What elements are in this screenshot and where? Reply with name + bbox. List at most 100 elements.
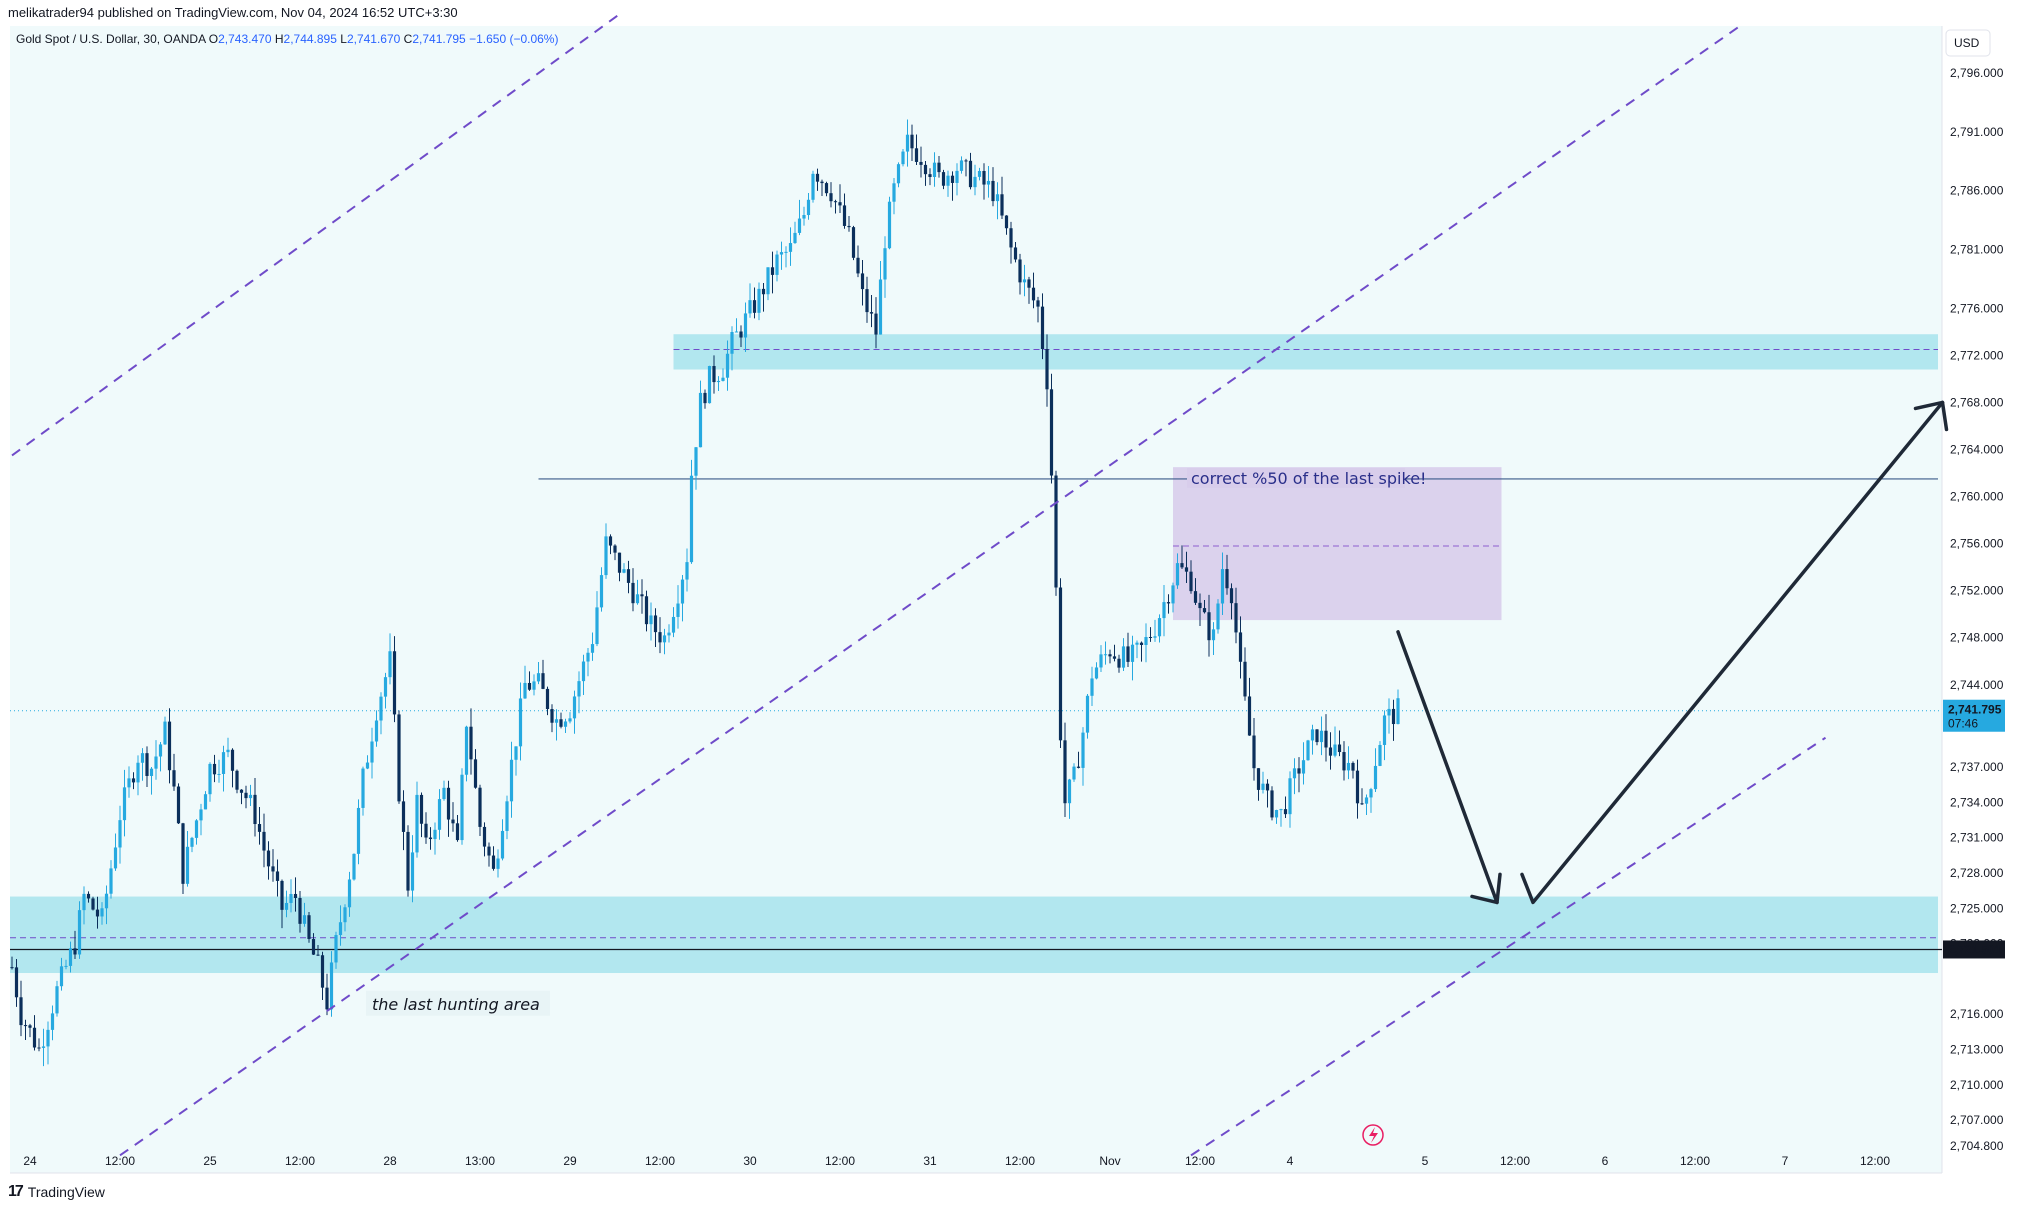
candle-body: [1211, 629, 1216, 641]
candle: [446, 780, 451, 837]
candle-body: [28, 1025, 32, 1028]
candle: [266, 841, 271, 880]
candle-body: [46, 1029, 50, 1047]
symbol-name[interactable]: Gold Spot / U.S. Dollar, 30, OANDA: [16, 32, 206, 46]
candle-body: [1288, 778, 1292, 815]
candle-body: [640, 594, 644, 597]
candle-body: [365, 762, 370, 769]
candle-body: [1319, 730, 1324, 743]
candle-body: [1346, 762, 1351, 771]
candle-body: [370, 741, 374, 763]
candle-body: [158, 744, 163, 757]
candle-body: [550, 709, 554, 723]
time-tick-label: 30: [743, 1154, 757, 1168]
time-axis[interactable]: 24 12:00 25 12:00 28 13:00 29 12:00 30 12:00 31 12:…: [23, 1154, 1890, 1168]
candle-body: [586, 652, 590, 662]
candle: [356, 799, 361, 865]
candle: [46, 1021, 50, 1065]
candle-body: [1189, 571, 1193, 592]
candle: [797, 199, 802, 236]
candle: [1301, 742, 1306, 785]
candle: [280, 879, 284, 929]
candle-body: [325, 987, 329, 1010]
candle: [950, 171, 955, 201]
candle-body: [167, 721, 172, 771]
candle-body: [59, 966, 64, 987]
candle: [415, 781, 419, 858]
candle-body: [1036, 300, 1040, 307]
candle-body: [1063, 740, 1067, 804]
candle-body: [41, 1046, 46, 1048]
candle-body: [1117, 658, 1121, 668]
candle: [1162, 585, 1166, 637]
candle-body: [1013, 247, 1018, 260]
candle: [775, 250, 779, 282]
price-axis-background[interactable]: [1942, 26, 2022, 1173]
candle-body: [631, 582, 635, 604]
candle-body: [491, 855, 496, 869]
tradingview-logo-icon: 17: [8, 1183, 24, 1200]
candle-body: [181, 823, 185, 884]
candle: [244, 785, 248, 809]
candle: [730, 326, 734, 371]
candle: [185, 830, 190, 887]
candle: [658, 617, 662, 654]
candle: [586, 648, 590, 677]
candle-body: [878, 279, 883, 335]
candle-body: [1283, 809, 1288, 815]
candle: [1058, 578, 1063, 749]
candle-body: [923, 164, 928, 175]
candle: [820, 179, 824, 197]
candle-body: [482, 826, 487, 847]
candle: [77, 901, 82, 959]
candle: [532, 674, 536, 696]
candle: [878, 261, 883, 335]
candle: [383, 672, 388, 709]
candle-body: [1076, 766, 1081, 768]
price-tick-label: 2,710.000: [1950, 1078, 2004, 1092]
price-tick-label: 2,768.000: [1950, 395, 2004, 409]
change-value: −1.650 (−0.06%): [469, 32, 559, 46]
candle: [1243, 647, 1247, 701]
candle-body: [118, 820, 122, 848]
candle: [883, 236, 887, 298]
candle: [910, 124, 914, 162]
candle-body: [464, 726, 469, 775]
resistance-zone: [673, 334, 1938, 370]
candle: [428, 827, 433, 850]
candle: [370, 727, 374, 779]
candle-body: [946, 175, 950, 186]
hunting-area-note-bg: [366, 990, 550, 1016]
candle: [284, 890, 289, 918]
candle: [856, 245, 860, 278]
correction-box: [1173, 467, 1502, 621]
candle-body: [514, 746, 518, 760]
candle: [208, 762, 212, 802]
candle: [1288, 771, 1292, 828]
high-label: H: [274, 32, 284, 46]
candle: [667, 624, 671, 643]
time-tick-label: 12:00: [1185, 1154, 1215, 1168]
candle: [1396, 689, 1400, 725]
candle: [1090, 666, 1094, 707]
candle: [1063, 722, 1067, 818]
price-axis[interactable]: 2,796.000 2,791.000 2,786.000 2,781.000 2,77…: [1950, 66, 2004, 1153]
candle-body: [667, 632, 671, 636]
candle-body: [1058, 587, 1063, 741]
currency-button[interactable]: USD: [1945, 29, 1991, 57]
lightning-icon[interactable]: [1362, 1124, 1384, 1146]
last-price-tag-bg: [1943, 699, 2005, 732]
candle-body: [419, 794, 424, 824]
candle: [212, 754, 217, 783]
candle: [626, 560, 631, 594]
candle: [631, 568, 635, 612]
candle-body: [824, 183, 829, 194]
candle: [352, 853, 356, 881]
candle: [158, 742, 163, 772]
correction-note-text: correct %50 of the last spike!: [1191, 469, 1426, 488]
candle: [320, 951, 325, 1001]
candle: [1279, 808, 1283, 827]
candle: [1256, 768, 1261, 801]
candle: [1265, 779, 1270, 808]
